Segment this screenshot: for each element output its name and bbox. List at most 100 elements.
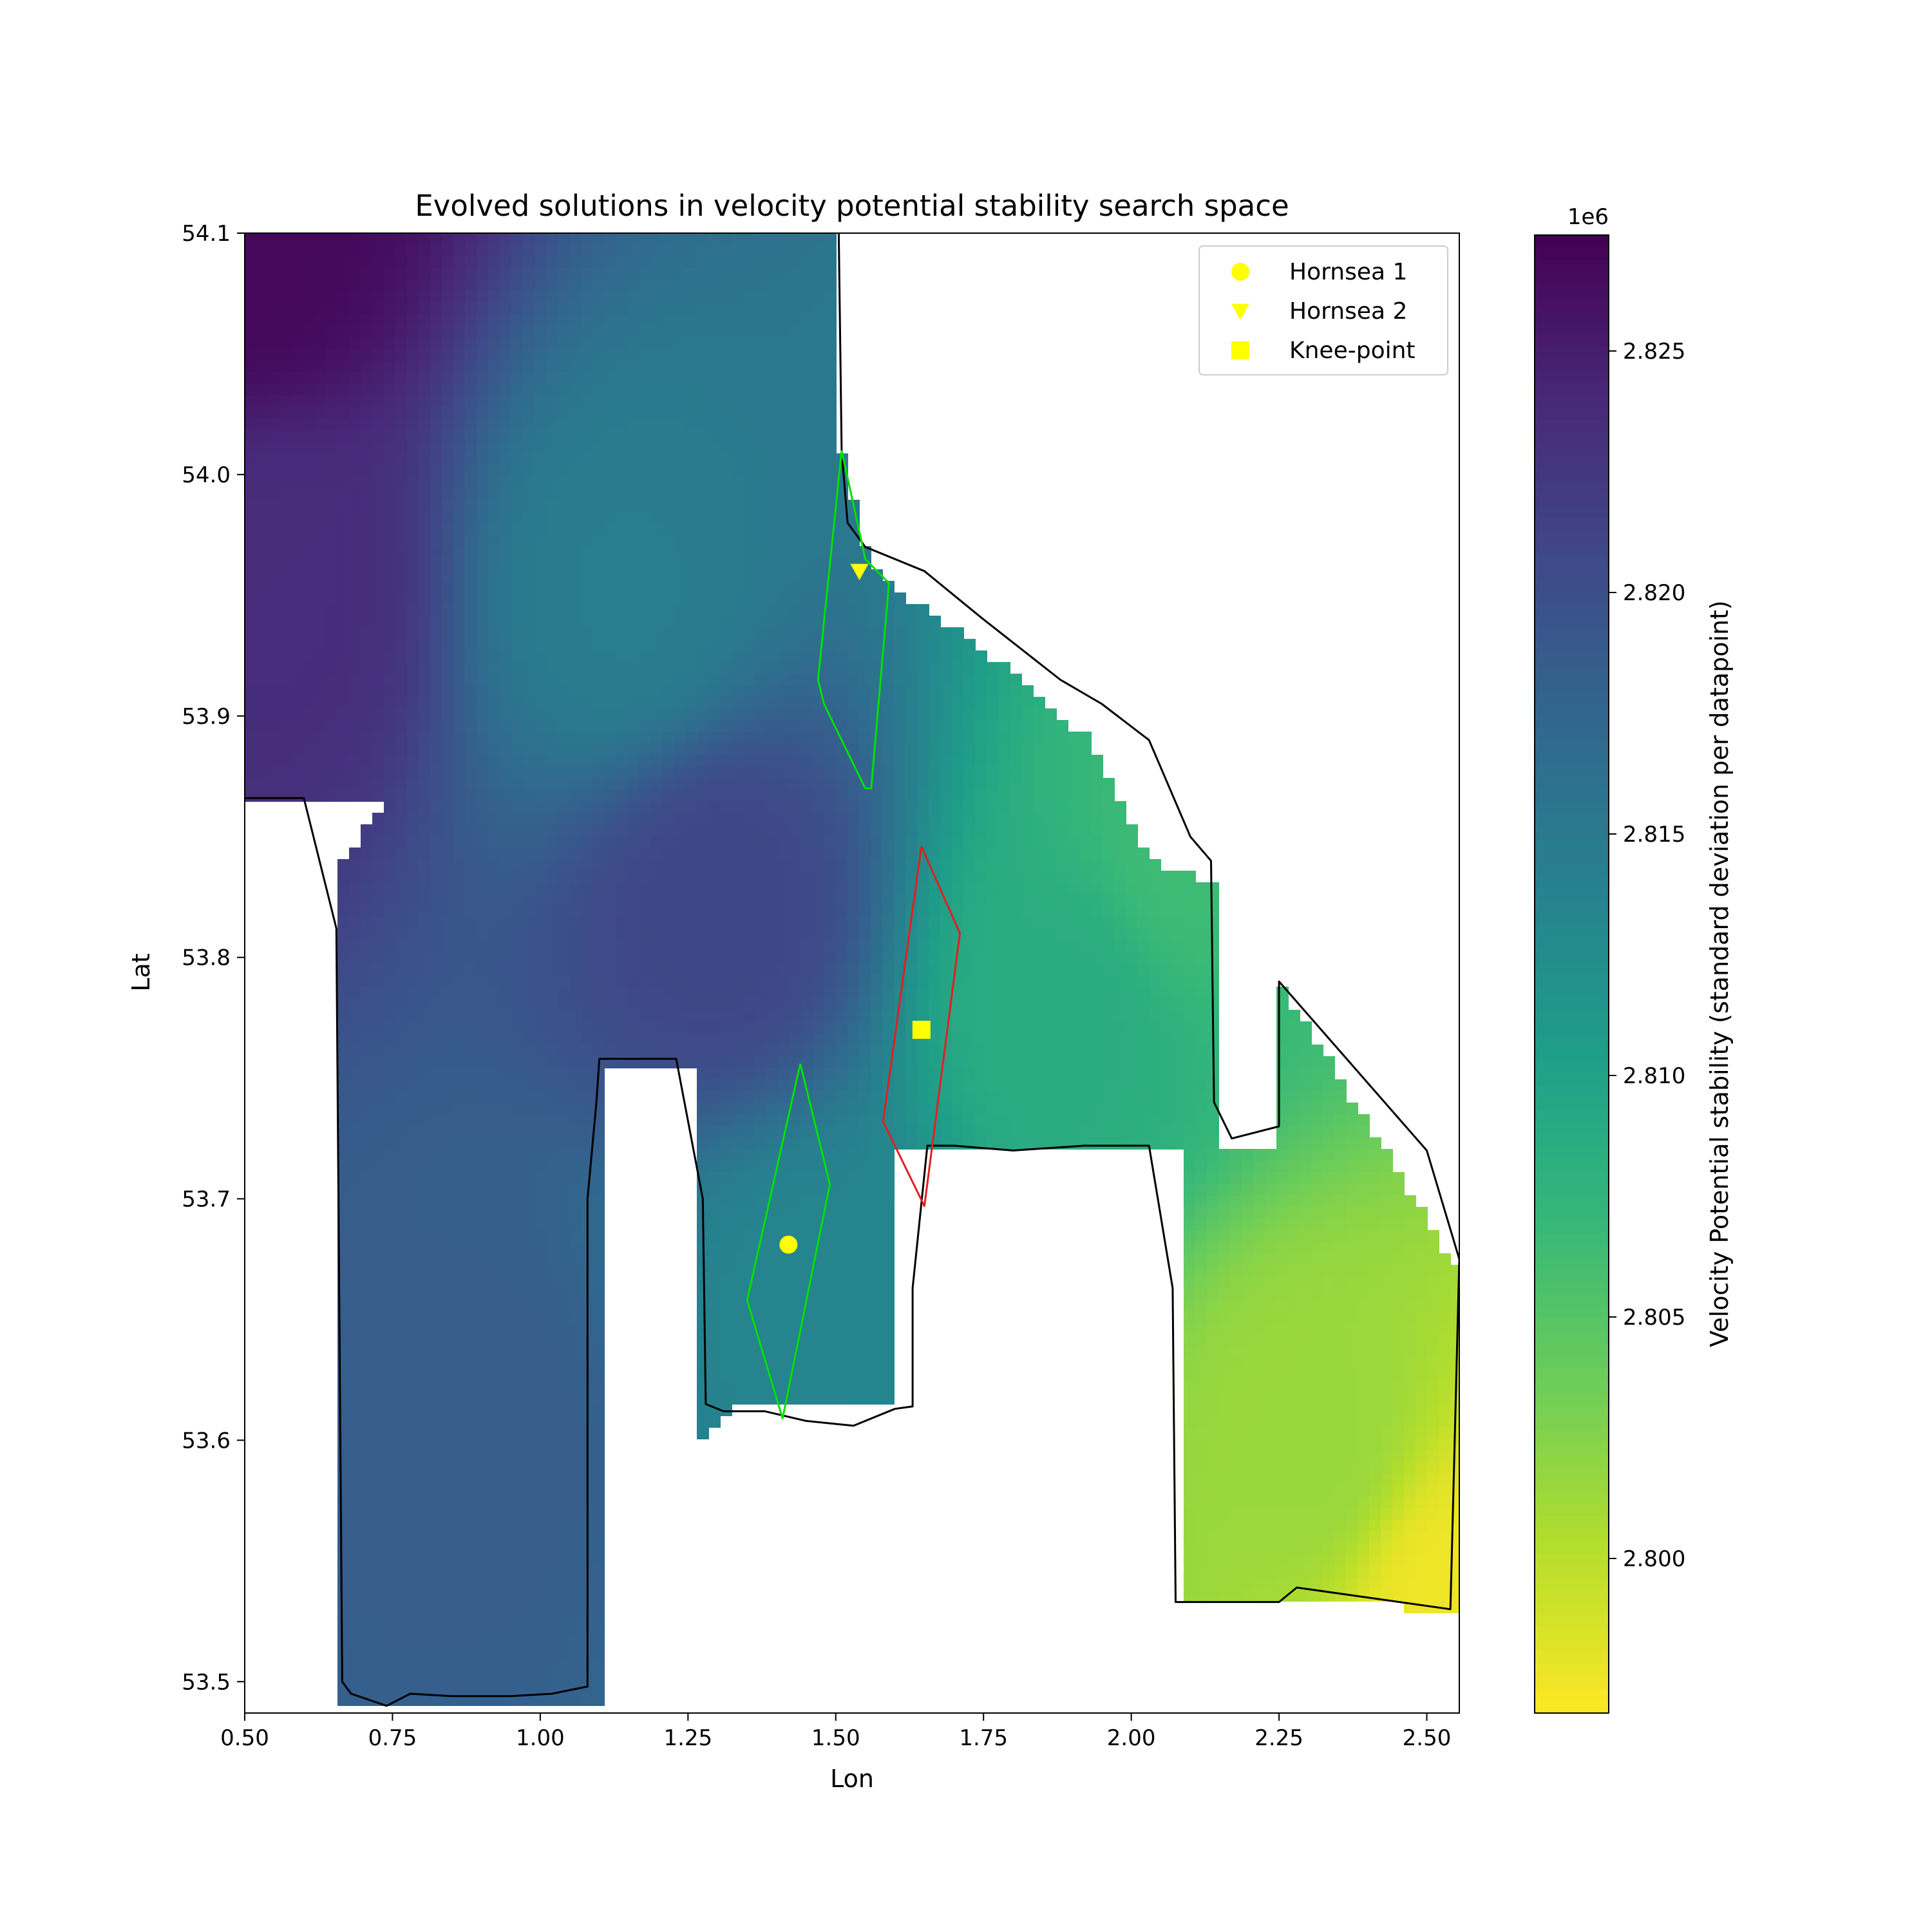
search-space-cell [430, 314, 442, 327]
search-space-cell [592, 245, 605, 257]
search-space-cell [245, 546, 257, 558]
search-space-cell [766, 1079, 779, 1092]
search-space-cell [546, 790, 558, 802]
search-space-cell [465, 836, 477, 848]
search-space-cell [639, 372, 651, 384]
search-space-cell [430, 1450, 442, 1463]
search-space-cell [535, 1091, 547, 1103]
search-space-cell [337, 1624, 350, 1636]
search-space-cell [546, 1404, 558, 1416]
search-space-cell [592, 963, 605, 976]
search-space-cell [755, 1160, 767, 1173]
search-space-cell [477, 1497, 489, 1509]
search-space-cell [569, 1346, 582, 1358]
search-space-cell [372, 766, 384, 779]
search-space-cell [569, 569, 582, 582]
search-space-cell [720, 963, 732, 976]
search-space-cell [639, 442, 651, 454]
search-space-cell [558, 882, 570, 895]
search-space-cell [465, 384, 477, 396]
search-space-cell [488, 1427, 500, 1439]
search-space-cell [558, 1160, 570, 1173]
search-space-cell [674, 778, 686, 790]
search-space-cell [407, 430, 419, 442]
search-space-cell [720, 1207, 732, 1219]
search-space-cell [372, 1671, 384, 1683]
search-space-cell [372, 1207, 384, 1219]
search-space-cell [535, 1184, 547, 1196]
search-space-cell [511, 1671, 524, 1683]
search-space-cell [813, 778, 825, 790]
search-space-cell [592, 477, 605, 489]
search-space-cell [279, 790, 292, 802]
search-space-cell [384, 407, 396, 419]
search-space-cell [662, 372, 674, 384]
search-space-cell [419, 859, 431, 871]
search-space-cell [581, 1682, 593, 1694]
search-space-cell [326, 535, 338, 547]
search-space-cell [268, 581, 280, 593]
search-space-cell [743, 477, 755, 489]
search-space-cell [732, 361, 744, 373]
search-space-cell [488, 384, 500, 396]
search-space-cell [558, 419, 570, 431]
search-space-cell [245, 453, 257, 466]
search-space-cell [337, 465, 350, 477]
search-space-cell [419, 1392, 431, 1405]
search-space-cell [755, 836, 767, 848]
search-space-cell [407, 233, 419, 245]
search-space-cell [708, 1114, 721, 1126]
search-space-cell [755, 303, 767, 315]
search-space-cell [442, 465, 454, 477]
search-space-cell [685, 430, 697, 442]
search-space-cell [755, 569, 767, 582]
search-space-cell [685, 453, 697, 466]
search-space-cell [732, 1114, 744, 1126]
search-space-cell [500, 616, 512, 628]
search-space-cell [372, 1450, 384, 1463]
search-space-cell [743, 1323, 755, 1335]
search-space-cell [419, 697, 431, 709]
search-space-cell [743, 256, 755, 269]
search-space-cell [430, 987, 442, 999]
search-space-cell [778, 650, 790, 663]
search-space-cell [500, 801, 512, 813]
search-space-cell [407, 732, 419, 744]
search-space-cell [558, 442, 570, 454]
search-space-cell [778, 1265, 790, 1277]
search-space-cell [268, 361, 280, 373]
search-space-cell [395, 1613, 408, 1625]
search-space-cell [361, 1079, 373, 1092]
search-space-cell [361, 1555, 373, 1567]
search-space-cell [523, 1323, 535, 1335]
search-space-cell [384, 1334, 396, 1347]
search-space-cell [697, 569, 709, 582]
search-space-cell [546, 674, 558, 686]
search-space-cell [453, 882, 466, 895]
search-space-cell [535, 917, 547, 929]
search-space-cell [361, 778, 373, 790]
search-space-cell [743, 407, 755, 419]
search-space-cell [268, 442, 280, 454]
search-space-cell [465, 813, 477, 825]
search-space-cell [407, 1045, 419, 1057]
search-space-cell [395, 1381, 408, 1393]
search-space-cell [766, 1207, 779, 1219]
search-space-cell [384, 662, 396, 674]
search-space-cell [349, 1450, 361, 1463]
search-space-cell [337, 407, 350, 419]
search-space-cell [720, 732, 732, 744]
search-space-cell [453, 488, 466, 500]
search-space-cell [627, 303, 639, 315]
search-space-cell [732, 1381, 744, 1393]
search-space-cell [674, 245, 686, 257]
search-space-cell [511, 442, 524, 454]
search-space-cell [581, 975, 593, 987]
search-space-cell [720, 546, 732, 558]
search-space-cell [326, 546, 338, 558]
search-space-cell [813, 813, 825, 825]
search-space-cell [569, 1613, 582, 1625]
search-space-cell [488, 917, 500, 929]
search-space-cell [453, 720, 466, 732]
search-space-cell [766, 824, 779, 837]
